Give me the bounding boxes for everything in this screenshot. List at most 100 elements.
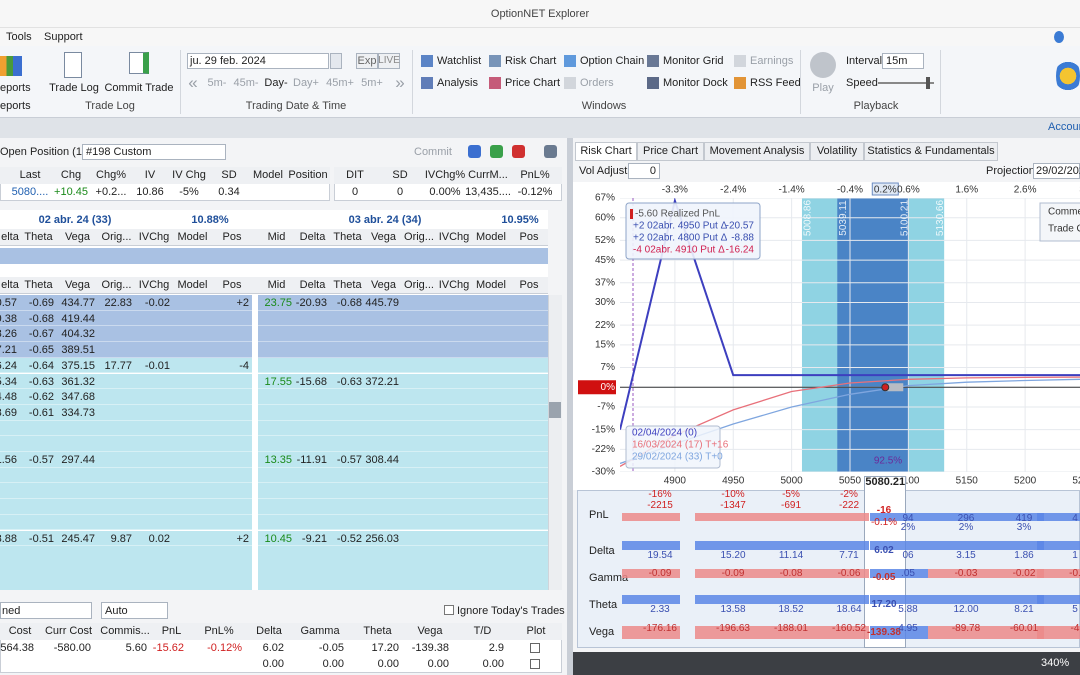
window-icon[interactable] — [647, 55, 659, 67]
toolbar-icon[interactable] — [468, 145, 481, 158]
time-nav[interactable]: 5m- — [207, 77, 227, 89]
chain-row — [258, 295, 548, 311]
summary-header-cell: Position — [288, 169, 328, 181]
ribbon-button[interactable]: Commit Trade — [104, 82, 174, 94]
speed-slider[interactable] — [878, 82, 934, 84]
commit-button[interactable]: Commit — [414, 146, 452, 158]
greek-bar — [753, 626, 811, 639]
date-input[interactable] — [187, 53, 329, 69]
greek-value: -139.38 — [867, 627, 901, 638]
totals-cell: -15.62 — [152, 642, 184, 654]
window-button[interactable]: Monitor Dock — [663, 77, 728, 89]
time-nav[interactable]: Day- — [264, 77, 288, 89]
window-icon[interactable] — [564, 77, 576, 89]
window-icon[interactable] — [489, 55, 501, 67]
filter-select[interactable] — [0, 602, 92, 619]
greek-bar — [695, 569, 753, 578]
speed-thumb[interactable] — [926, 77, 930, 89]
tab-label[interactable]: Price Chart — [642, 145, 699, 157]
chain-row — [0, 373, 252, 390]
toolbar-icon[interactable] — [512, 145, 525, 158]
window-icon[interactable] — [421, 55, 433, 67]
trade-log-icon[interactable] — [64, 52, 82, 78]
tab[interactable] — [575, 142, 637, 161]
ribbon-button[interactable]: Trade Log — [49, 82, 99, 94]
toolbar-icon[interactable] — [490, 145, 503, 158]
summary-header-cell: Chg — [60, 169, 82, 181]
tab-label[interactable]: Movement Analysis — [709, 145, 805, 157]
help-icon[interactable] — [1054, 31, 1064, 43]
tab[interactable] — [704, 142, 810, 161]
greek-value: -2215 — [647, 500, 673, 511]
expiry-label: 03 abr. 24 (34) — [348, 214, 422, 226]
greek-value: -0.08 — [779, 568, 803, 579]
position-select[interactable] — [82, 144, 226, 160]
tab-label[interactable]: Volatility — [816, 145, 858, 157]
window-button[interactable]: Option Chain — [580, 55, 645, 67]
window-button[interactable]: Analysis — [437, 77, 478, 89]
window-icon[interactable] — [734, 77, 746, 89]
mode-select[interactable] — [101, 602, 168, 619]
greek-value: 8.21 — [1014, 604, 1034, 615]
ignore-checkbox[interactable] — [444, 605, 454, 615]
live-button[interactable] — [378, 53, 400, 69]
commit-trade-icon[interactable] — [129, 52, 149, 74]
greek-value: 7.71 — [839, 550, 859, 561]
time-nav[interactable]: 5m+ — [361, 77, 383, 89]
time-nav[interactable]: 45m- — [233, 77, 259, 89]
account-link[interactable]: Accoun — [1048, 121, 1080, 133]
splitter[interactable] — [567, 138, 573, 675]
calendar-button[interactable] — [330, 53, 342, 69]
ribbon-group: eports — [0, 100, 31, 112]
vol-adjust-input[interactable] — [628, 163, 660, 179]
chain-cell: 245.47 — [61, 532, 95, 545]
chain-cell: -11.91 — [296, 454, 327, 466]
time-nav[interactable]: 45m+ — [326, 77, 354, 89]
window-button[interactable]: Orders — [580, 77, 614, 89]
play-label[interactable]: Play — [812, 82, 834, 94]
toolbar-icon[interactable] — [544, 145, 557, 158]
chain-cell: 256.03 — [365, 532, 399, 545]
ribbon-button: eports — [0, 82, 31, 94]
interval-select[interactable] — [882, 53, 924, 69]
chain-header-cell: Theta — [333, 231, 362, 243]
time-nav[interactable]: « — [188, 73, 198, 92]
window-button[interactable]: Monitor Grid — [663, 55, 724, 67]
tab[interactable] — [637, 142, 704, 161]
chain-cell: -0.61 — [28, 406, 54, 419]
window-button[interactable]: Price Chart — [505, 77, 561, 89]
menu-item[interactable]: Support — [44, 31, 83, 43]
chain-header-cell: Orig... — [404, 279, 434, 291]
play-button[interactable] — [810, 52, 836, 78]
tab-label[interactable]: Statistics & Fundamentals — [867, 145, 995, 157]
window-icon[interactable] — [734, 55, 746, 67]
ignore-label: Ignore Today's Trades — [457, 605, 565, 617]
reports-icon[interactable] — [0, 56, 22, 76]
window-button[interactable]: RSS Feed — [750, 77, 801, 89]
tab[interactable] — [864, 142, 998, 161]
window-button[interactable]: Watchlist — [437, 55, 482, 67]
plot-checkbox[interactable] — [530, 659, 540, 669]
scrollbar-thumb[interactable] — [549, 402, 561, 418]
greek-bar — [928, 541, 986, 550]
time-nav[interactable]: » — [395, 73, 405, 92]
window-button[interactable]: Risk Chart — [505, 55, 557, 67]
tab[interactable] — [810, 142, 864, 161]
chain-cell: 10.45 — [264, 532, 292, 545]
window-icon[interactable] — [564, 55, 576, 67]
window-icon[interactable] — [421, 77, 433, 89]
chain-cell: -0.63 — [28, 375, 54, 388]
greek-bar — [1037, 595, 1080, 604]
chain-header-cell: Vega — [370, 279, 397, 291]
plot-checkbox[interactable] — [530, 643, 540, 653]
window-icon[interactable] — [489, 77, 501, 89]
time-nav[interactable]: Day+ — [293, 77, 319, 89]
window-button[interactable]: Earnings — [750, 55, 794, 67]
summary-value: 0 — [351, 186, 359, 198]
menu-item[interactable]: Tools — [6, 31, 32, 43]
scrollbar[interactable] — [548, 295, 562, 590]
window-icon[interactable] — [647, 77, 659, 89]
tab-label[interactable]: Risk Chart — [580, 145, 632, 157]
exp-button[interactable] — [356, 53, 378, 69]
